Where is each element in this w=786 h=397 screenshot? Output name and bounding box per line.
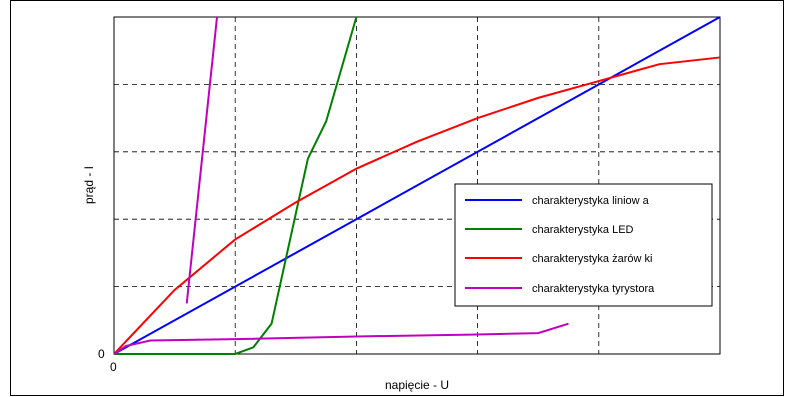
legend-label-thyristor: charakterystyka tyrystora: [532, 283, 655, 295]
series-line-linear: [113, 16, 721, 355]
legend-box: [454, 183, 713, 307]
series-line-thyristor-branch: [185, 16, 219, 304]
legend: charakterystyka liniow a charakterystyka…: [454, 183, 713, 307]
legend-label-bulb: charakterystyka żarów ki: [532, 253, 652, 265]
chart-frame: [10, 0, 784, 396]
y-axis-label: prąd - I: [82, 166, 96, 204]
legend-label-led: charakterystyka LED: [532, 224, 634, 236]
y-tick-label-0: 0: [98, 347, 105, 361]
x-tick-label-0: 0: [110, 360, 117, 374]
series-line-bulb: [113, 56, 721, 355]
plot-area: [113, 16, 721, 355]
x-axis-label: napięcie - U: [385, 378, 449, 392]
series-line-thyristor: [113, 322, 569, 355]
series-line-led: [114, 16, 358, 355]
series-lines: [113, 16, 721, 355]
legend-label-linear: charakterystyka liniow a: [532, 195, 650, 207]
